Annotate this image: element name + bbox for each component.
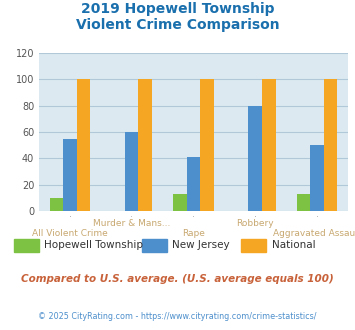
Bar bbox=[173, 194, 187, 211]
Bar bbox=[200, 79, 214, 211]
Text: Robbery: Robbery bbox=[236, 219, 274, 228]
Bar bbox=[125, 132, 138, 211]
Bar bbox=[63, 139, 77, 211]
Bar bbox=[262, 79, 275, 211]
Text: National: National bbox=[272, 240, 315, 250]
Bar bbox=[50, 198, 63, 211]
Text: 2019 Hopewell Township: 2019 Hopewell Township bbox=[81, 2, 274, 16]
Text: New Jersey: New Jersey bbox=[172, 240, 230, 250]
Text: Murder & Mans...: Murder & Mans... bbox=[93, 219, 170, 228]
Text: Violent Crime Comparison: Violent Crime Comparison bbox=[76, 18, 279, 32]
Bar bbox=[248, 106, 262, 211]
Text: Rape: Rape bbox=[182, 229, 205, 238]
Bar bbox=[138, 79, 152, 211]
Text: Compared to U.S. average. (U.S. average equals 100): Compared to U.S. average. (U.S. average … bbox=[21, 274, 334, 284]
Text: Aggravated Assault: Aggravated Assault bbox=[273, 229, 355, 238]
Text: All Violent Crime: All Violent Crime bbox=[32, 229, 108, 238]
Bar bbox=[310, 145, 324, 211]
Text: Hopewell Township: Hopewell Township bbox=[44, 240, 143, 250]
Bar bbox=[77, 79, 90, 211]
Bar bbox=[297, 194, 310, 211]
Bar bbox=[187, 157, 200, 211]
Bar bbox=[324, 79, 337, 211]
Text: © 2025 CityRating.com - https://www.cityrating.com/crime-statistics/: © 2025 CityRating.com - https://www.city… bbox=[38, 312, 317, 321]
